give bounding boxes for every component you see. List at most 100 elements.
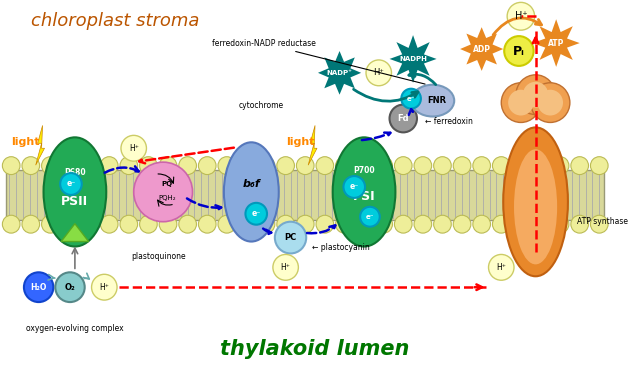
Circle shape <box>571 157 589 174</box>
Circle shape <box>375 215 392 233</box>
Circle shape <box>237 215 255 233</box>
Text: e⁻: e⁻ <box>365 214 374 220</box>
Text: H⁺: H⁺ <box>373 68 384 77</box>
Circle shape <box>3 157 20 174</box>
Circle shape <box>218 157 236 174</box>
Polygon shape <box>532 19 580 67</box>
Text: PSII: PSII <box>61 195 88 208</box>
Circle shape <box>355 215 373 233</box>
Circle shape <box>55 272 84 302</box>
Circle shape <box>273 254 298 280</box>
Text: ← ferredoxin: ← ferredoxin <box>425 117 473 126</box>
Ellipse shape <box>411 85 454 116</box>
Polygon shape <box>308 126 317 165</box>
Circle shape <box>532 157 549 174</box>
Circle shape <box>61 215 79 233</box>
Circle shape <box>316 157 333 174</box>
Circle shape <box>81 157 99 174</box>
Circle shape <box>394 215 412 233</box>
Text: Pᵢ: Pᵢ <box>513 45 525 58</box>
Text: PQH₂: PQH₂ <box>158 195 176 201</box>
Ellipse shape <box>333 137 396 246</box>
Circle shape <box>531 83 570 123</box>
Circle shape <box>508 90 534 115</box>
Text: thylakoid lumen: thylakoid lumen <box>220 339 410 359</box>
Circle shape <box>394 157 412 174</box>
Text: FNR: FNR <box>427 96 446 105</box>
Text: oxygen-evolving complex: oxygen-evolving complex <box>26 324 124 333</box>
Circle shape <box>344 176 365 198</box>
Circle shape <box>532 215 549 233</box>
Ellipse shape <box>224 142 279 242</box>
Circle shape <box>179 157 196 174</box>
Circle shape <box>42 157 60 174</box>
Circle shape <box>516 75 555 115</box>
Text: PC: PC <box>284 233 297 242</box>
Circle shape <box>296 215 314 233</box>
Circle shape <box>100 157 118 174</box>
Circle shape <box>501 83 540 123</box>
Circle shape <box>375 157 392 174</box>
Text: NADPH: NADPH <box>399 56 427 62</box>
Circle shape <box>504 36 534 66</box>
Circle shape <box>277 215 294 233</box>
Text: P700: P700 <box>353 166 375 174</box>
Circle shape <box>316 215 333 233</box>
Text: light: light <box>11 137 40 147</box>
Circle shape <box>434 215 451 233</box>
Circle shape <box>218 215 236 233</box>
Circle shape <box>3 215 20 233</box>
Text: cytochrome: cytochrome <box>239 101 284 110</box>
Text: PSI: PSI <box>353 191 375 203</box>
Circle shape <box>60 173 82 195</box>
Circle shape <box>492 215 510 233</box>
Ellipse shape <box>514 149 557 264</box>
Circle shape <box>551 157 569 174</box>
Polygon shape <box>61 224 88 242</box>
Circle shape <box>100 215 118 233</box>
Circle shape <box>571 215 589 233</box>
Circle shape <box>591 215 608 233</box>
Text: H⁺: H⁺ <box>129 144 139 153</box>
Text: H⁺: H⁺ <box>281 263 291 272</box>
Circle shape <box>512 215 530 233</box>
Circle shape <box>355 157 373 174</box>
Circle shape <box>453 157 471 174</box>
Text: H⁺: H⁺ <box>515 11 527 21</box>
Polygon shape <box>460 27 503 71</box>
Text: plastoquinone: plastoquinone <box>131 252 186 261</box>
Circle shape <box>401 89 421 108</box>
Circle shape <box>414 215 431 233</box>
Text: H⁺: H⁺ <box>497 263 506 272</box>
Text: ADP: ADP <box>473 45 491 54</box>
Text: ferredoxin-NADP reductase: ferredoxin-NADP reductase <box>212 39 425 84</box>
FancyBboxPatch shape <box>6 170 604 220</box>
Ellipse shape <box>134 162 193 222</box>
Text: e⁻: e⁻ <box>67 180 76 188</box>
Circle shape <box>140 157 157 174</box>
Circle shape <box>360 207 380 227</box>
Circle shape <box>198 157 216 174</box>
Text: ATP synthase: ATP synthase <box>577 217 628 226</box>
Circle shape <box>140 215 157 233</box>
Circle shape <box>120 157 138 174</box>
Text: NADP⁺: NADP⁺ <box>326 70 353 76</box>
Text: Fd: Fd <box>397 114 409 123</box>
Circle shape <box>523 82 548 108</box>
Circle shape <box>198 215 216 233</box>
Text: ← plastocyanin: ← plastocyanin <box>312 243 370 252</box>
Circle shape <box>121 135 147 161</box>
Circle shape <box>473 157 490 174</box>
Text: light: light <box>285 137 314 147</box>
Circle shape <box>488 254 514 280</box>
Text: chloroplast stroma: chloroplast stroma <box>31 12 199 30</box>
Circle shape <box>81 215 99 233</box>
Circle shape <box>507 3 534 30</box>
Circle shape <box>257 157 275 174</box>
Circle shape <box>159 157 177 174</box>
Circle shape <box>92 274 117 300</box>
Circle shape <box>512 157 530 174</box>
Ellipse shape <box>44 137 106 246</box>
Circle shape <box>42 215 60 233</box>
Circle shape <box>22 157 40 174</box>
